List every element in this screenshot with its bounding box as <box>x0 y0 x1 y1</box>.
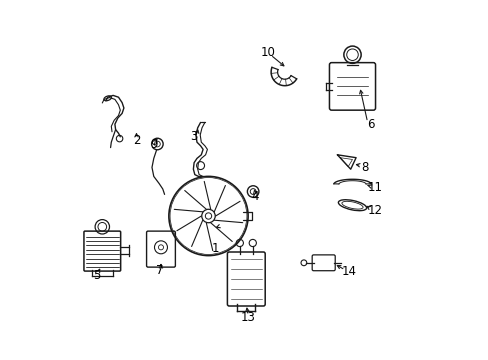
Text: 9: 9 <box>150 138 157 150</box>
Text: 3: 3 <box>190 130 197 143</box>
Text: 13: 13 <box>240 311 255 324</box>
Text: 11: 11 <box>366 181 382 194</box>
Text: 14: 14 <box>341 265 356 278</box>
Text: 12: 12 <box>366 204 382 217</box>
Text: 7: 7 <box>156 264 163 276</box>
Text: 1: 1 <box>211 242 219 255</box>
Text: 8: 8 <box>361 161 368 174</box>
Text: 2: 2 <box>132 134 140 147</box>
Text: 10: 10 <box>260 46 275 59</box>
Text: 6: 6 <box>366 118 373 131</box>
Text: 4: 4 <box>251 190 259 203</box>
Text: 5: 5 <box>93 269 101 282</box>
